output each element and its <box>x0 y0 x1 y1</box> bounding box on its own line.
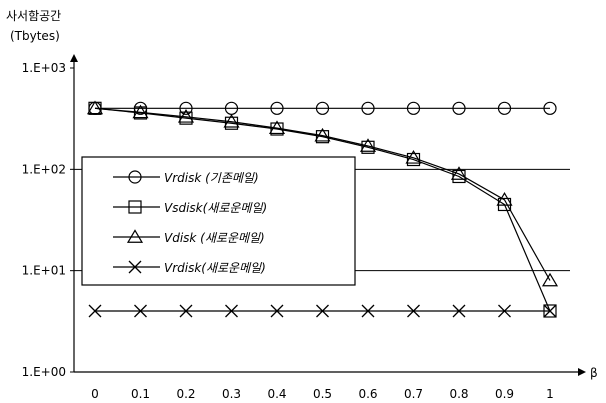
x-tick-label: 0 <box>91 387 99 401</box>
point-circle <box>270 101 284 115</box>
y-ticks: 1.E+00 1.E+01 1.E+02 1.E+03 <box>22 61 74 379</box>
legend-label: Vrdisk(새로운메일) <box>164 261 266 275</box>
point-x <box>361 304 375 318</box>
point-circle <box>452 101 466 115</box>
x-tick-label: 0.8 <box>449 387 468 401</box>
series-layer <box>86 100 559 318</box>
legend-box <box>81 156 356 286</box>
point-x <box>316 304 329 318</box>
x-tick-label: 0.2 <box>176 387 195 401</box>
point-triangle <box>223 113 240 128</box>
series-line <box>94 107 551 312</box>
point-x <box>134 304 147 318</box>
x-ticks: 0 0.1 0.2 0.3 0.4 0.5 0.6 0.7 0.8 0.9 1 <box>91 387 554 401</box>
point-triangle <box>405 150 422 164</box>
series-line <box>94 107 551 281</box>
legend: Vrdisk (기존메일) Vsdisk(새로운메일) Vdisk (새로운메일) V… <box>81 156 356 286</box>
y-axis-title-line2: (Tbytes) <box>10 29 60 43</box>
point-triangle <box>359 138 377 152</box>
legend-item: Vrdisk (기존메일) <box>113 170 259 185</box>
x-tick-label: 1 <box>546 387 554 401</box>
point-x <box>225 304 238 318</box>
point-circle <box>361 101 375 115</box>
x-tick-label: 0.7 <box>404 387 423 401</box>
y-axis-title-line1: 사서함공간 <box>6 9 61 23</box>
point-triangle <box>496 192 513 206</box>
point-circle <box>543 101 557 115</box>
y-tick-label: 1.E+03 <box>22 61 66 75</box>
x-tick-label: 0.6 <box>358 387 377 401</box>
point-square <box>179 111 193 125</box>
point-triangle <box>268 120 286 135</box>
point-triangle <box>314 127 331 142</box>
point-circle <box>179 101 193 115</box>
point-triangle <box>132 104 149 119</box>
series-4 <box>88 304 557 318</box>
x-axis-title: β <box>590 366 598 380</box>
y-tick-label: 1.E+00 <box>22 365 66 379</box>
x-tick-label: 0.4 <box>267 387 286 401</box>
y-tick-label: 1.E+01 <box>22 264 66 278</box>
point-x <box>407 304 420 318</box>
point-x <box>270 304 284 318</box>
point-square <box>128 200 142 214</box>
point-triangle <box>177 109 195 123</box>
point-triangle <box>86 100 104 115</box>
point-triangle <box>126 229 144 243</box>
y-tick-label: 1.E+02 <box>22 162 66 176</box>
point-circle <box>128 170 142 184</box>
point-x <box>543 304 557 318</box>
legend-label: Vrdisk (기존메일) <box>164 171 259 185</box>
legend-item: Vdisk (새로운메일) <box>113 229 265 245</box>
point-x <box>88 304 102 318</box>
point-circle <box>406 101 421 115</box>
x-tick-label: 0.5 <box>313 387 332 401</box>
x-tick-label: 0.3 <box>222 387 241 401</box>
x-tick-label: 0.9 <box>495 387 514 401</box>
point-triangle <box>541 272 559 287</box>
point-circle <box>315 101 330 115</box>
x-tick-label: 0.1 <box>131 387 150 401</box>
point-x <box>128 260 142 274</box>
legend-item: Vrdisk(새로운메일) <box>113 260 266 275</box>
series-1 <box>88 101 557 115</box>
point-x <box>179 304 193 318</box>
point-x <box>452 304 466 318</box>
point-square <box>224 116 239 130</box>
legend-label: Vsdisk(새로운메일) <box>164 201 267 215</box>
legend-label: Vdisk (새로운메일) <box>164 231 265 245</box>
point-circle <box>497 101 512 115</box>
point-x <box>498 304 511 318</box>
series-3 <box>86 100 559 287</box>
point-triangle <box>450 166 468 180</box>
legend-item: Vsdisk(새로운메일) <box>113 200 267 215</box>
